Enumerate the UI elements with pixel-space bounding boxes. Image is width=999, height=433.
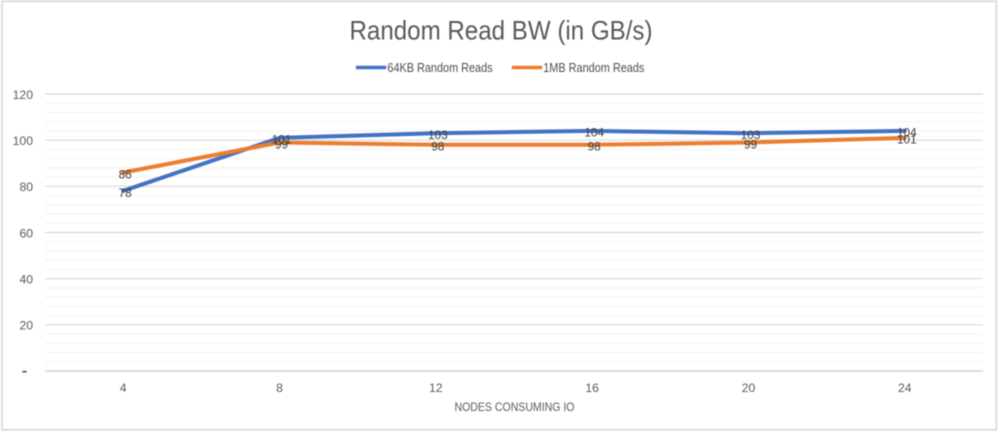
- svg-text:104: 104: [897, 126, 917, 140]
- svg-text:103: 103: [741, 128, 761, 142]
- svg-text:24: 24: [898, 381, 912, 395]
- svg-text:100: 100: [13, 134, 34, 148]
- svg-text:Random Read BW (in GB/s): Random Read BW (in GB/s): [350, 15, 653, 45]
- svg-text:120: 120: [13, 88, 34, 102]
- svg-text:99: 99: [275, 137, 288, 151]
- svg-text:101: 101: [272, 133, 292, 147]
- svg-text:4: 4: [120, 381, 127, 395]
- svg-text:NODES CONSUMING IO: NODES CONSUMING IO: [455, 400, 575, 414]
- svg-text:60: 60: [19, 226, 33, 240]
- svg-text:98: 98: [588, 140, 602, 154]
- svg-text:103: 103: [428, 128, 448, 142]
- svg-text:101: 101: [897, 133, 917, 147]
- svg-text:40: 40: [19, 272, 33, 286]
- svg-text:80: 80: [19, 180, 33, 194]
- svg-text:12: 12: [429, 381, 443, 395]
- svg-text:98: 98: [431, 140, 445, 154]
- svg-text:1MB Random Reads: 1MB Random Reads: [543, 61, 644, 75]
- svg-text:20: 20: [19, 319, 33, 333]
- svg-text:16: 16: [585, 381, 599, 395]
- svg-text:104: 104: [584, 126, 604, 140]
- svg-text:64KB Random Reads: 64KB Random Reads: [387, 61, 492, 75]
- svg-text:8: 8: [276, 381, 283, 395]
- svg-text:20: 20: [742, 381, 756, 395]
- svg-text:78: 78: [119, 186, 133, 200]
- svg-text:99: 99: [744, 137, 757, 151]
- svg-text:86: 86: [119, 167, 133, 181]
